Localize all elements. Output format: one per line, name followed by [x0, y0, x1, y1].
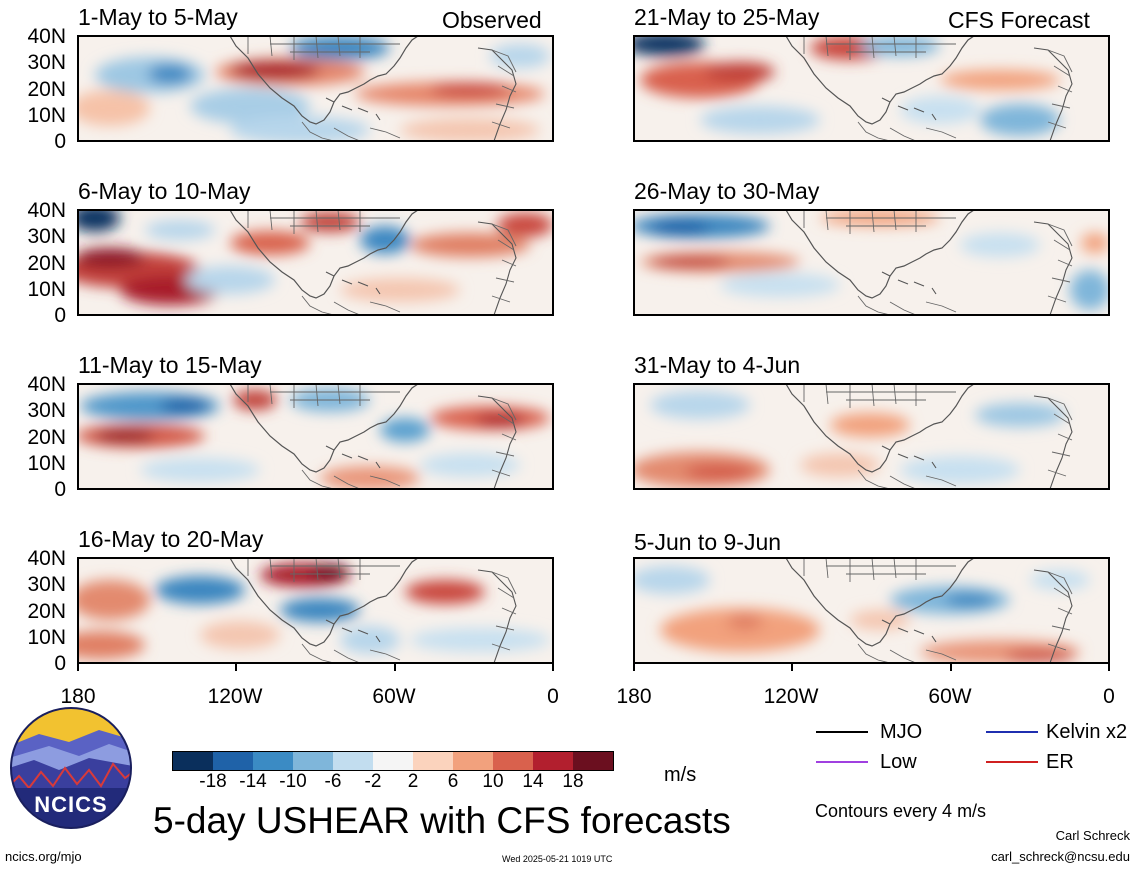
x-tick: 180 [616, 685, 652, 708]
x-tick: 120W [207, 685, 263, 708]
y-tick: 30N [27, 399, 66, 422]
y-tick: 0 [54, 652, 66, 675]
y-tick: 0 [54, 130, 66, 153]
map-panel-5 [633, 35, 1110, 142]
legend-line-mjo [816, 731, 868, 733]
author-email[interactable]: carl_schreck@ncsu.edu [991, 849, 1130, 864]
y-tick: 0 [54, 304, 66, 327]
y-tick: 20N [27, 252, 66, 275]
colorbar-tick: 10 [482, 771, 504, 792]
colorbar-tick: -2 [364, 771, 382, 792]
colorbar-tick: -10 [279, 771, 307, 792]
contour-note: Contours every 4 m/s [815, 801, 987, 821]
legend-label-mjo: MJO [880, 721, 923, 743]
panel-title-4: 16-May to 20-May [78, 526, 264, 552]
colorbar-swatch [173, 752, 213, 770]
x-tick: 180 [60, 685, 96, 708]
colorbar-swatch [373, 752, 413, 770]
panel-title-1: 1-May to 5-May [78, 4, 238, 30]
colorbar-tick: 6 [447, 771, 459, 792]
colorbar-swatch [493, 752, 533, 770]
colorbar-tick: -18 [199, 771, 227, 792]
y-tick: 20N [27, 426, 66, 449]
x-tick: 0 [1103, 685, 1115, 708]
x-tick: 60W [372, 685, 416, 708]
colorbar-swatch [453, 752, 493, 770]
colorbar-swatch [213, 752, 253, 770]
y-tick: 10N [27, 626, 66, 649]
legend-label-er: ER [1046, 751, 1074, 773]
colorbar-swatch [413, 752, 453, 770]
colorbar [172, 751, 614, 771]
panel-title-8: 5-Jun to 9-Jun [634, 529, 782, 555]
panel-title-5: 21-May to 25-May [634, 4, 820, 30]
x-tick: 60W [928, 685, 972, 708]
map-panels [77, 35, 1110, 671]
legend-line-kelvin [986, 731, 1038, 733]
colorbar-swatches [172, 751, 614, 771]
colorbar-swatch [253, 752, 293, 770]
panel-title-7: 31-May to 4-Jun [634, 352, 801, 378]
cfs-forecast-label: CFS Forecast [948, 7, 1090, 33]
y-tick: 40N [27, 25, 66, 48]
site-link[interactable]: ncics.org/mjo [5, 849, 82, 864]
colorbar-tick: 2 [407, 771, 419, 792]
y-tick: 30N [27, 573, 66, 596]
panel-title-3: 11-May to 15-May [78, 352, 262, 378]
legend-line-er [986, 761, 1038, 763]
legend-label-low: Low [880, 751, 917, 773]
colorbar-swatch [333, 752, 373, 770]
y-tick: 10N [27, 104, 66, 127]
map-panel-2 [77, 209, 554, 316]
author-name: Carl Schreck [1055, 828, 1130, 843]
y-tick: 30N [27, 51, 66, 74]
panel-title-2: 6-May to 10-May [78, 178, 251, 204]
y-tick: 40N [27, 547, 66, 570]
x-axis-ticks [77, 663, 1110, 671]
y-tick: 40N [27, 199, 66, 222]
map-panel-4 [77, 557, 554, 664]
y-tick: 40N [27, 373, 66, 396]
map-panel-3 [77, 383, 554, 490]
map-panel-6 [633, 209, 1110, 316]
y-tick: 20N [27, 78, 66, 101]
figure-title: 5-day USHEAR with CFS forecasts [153, 800, 731, 841]
observed-label: Observed [442, 7, 542, 33]
panel-title-6: 26-May to 30-May [634, 178, 820, 204]
legend-line-low [816, 761, 868, 763]
map-panel-8 [633, 557, 1110, 664]
colorbar-tick: -14 [239, 771, 267, 792]
map-panel-1 [77, 35, 554, 142]
y-tick: 30N [27, 225, 66, 248]
logo-text: NCICS [34, 792, 108, 817]
colorbar-unit: m/s [664, 764, 697, 786]
legend-label-kelvin: Kelvin x2 [1046, 721, 1128, 743]
y-tick: 0 [54, 478, 66, 501]
colorbar-tick: 18 [562, 771, 584, 792]
colorbar-swatch [533, 752, 573, 770]
x-tick: 120W [763, 685, 819, 708]
map-panel-7 [633, 383, 1110, 490]
colorbar-swatch [573, 752, 613, 770]
ncics-logo: NCICS [9, 706, 133, 830]
colorbar-tick: 14 [522, 771, 544, 792]
colorbar-swatch [293, 752, 333, 770]
y-tick: 10N [27, 278, 66, 301]
y-tick: 20N [27, 600, 66, 623]
x-tick: 0 [547, 685, 559, 708]
y-tick: 10N [27, 452, 66, 475]
timestamp: Wed 2025-05-21 1019 UTC [502, 854, 613, 864]
colorbar-tick: -6 [324, 771, 342, 792]
